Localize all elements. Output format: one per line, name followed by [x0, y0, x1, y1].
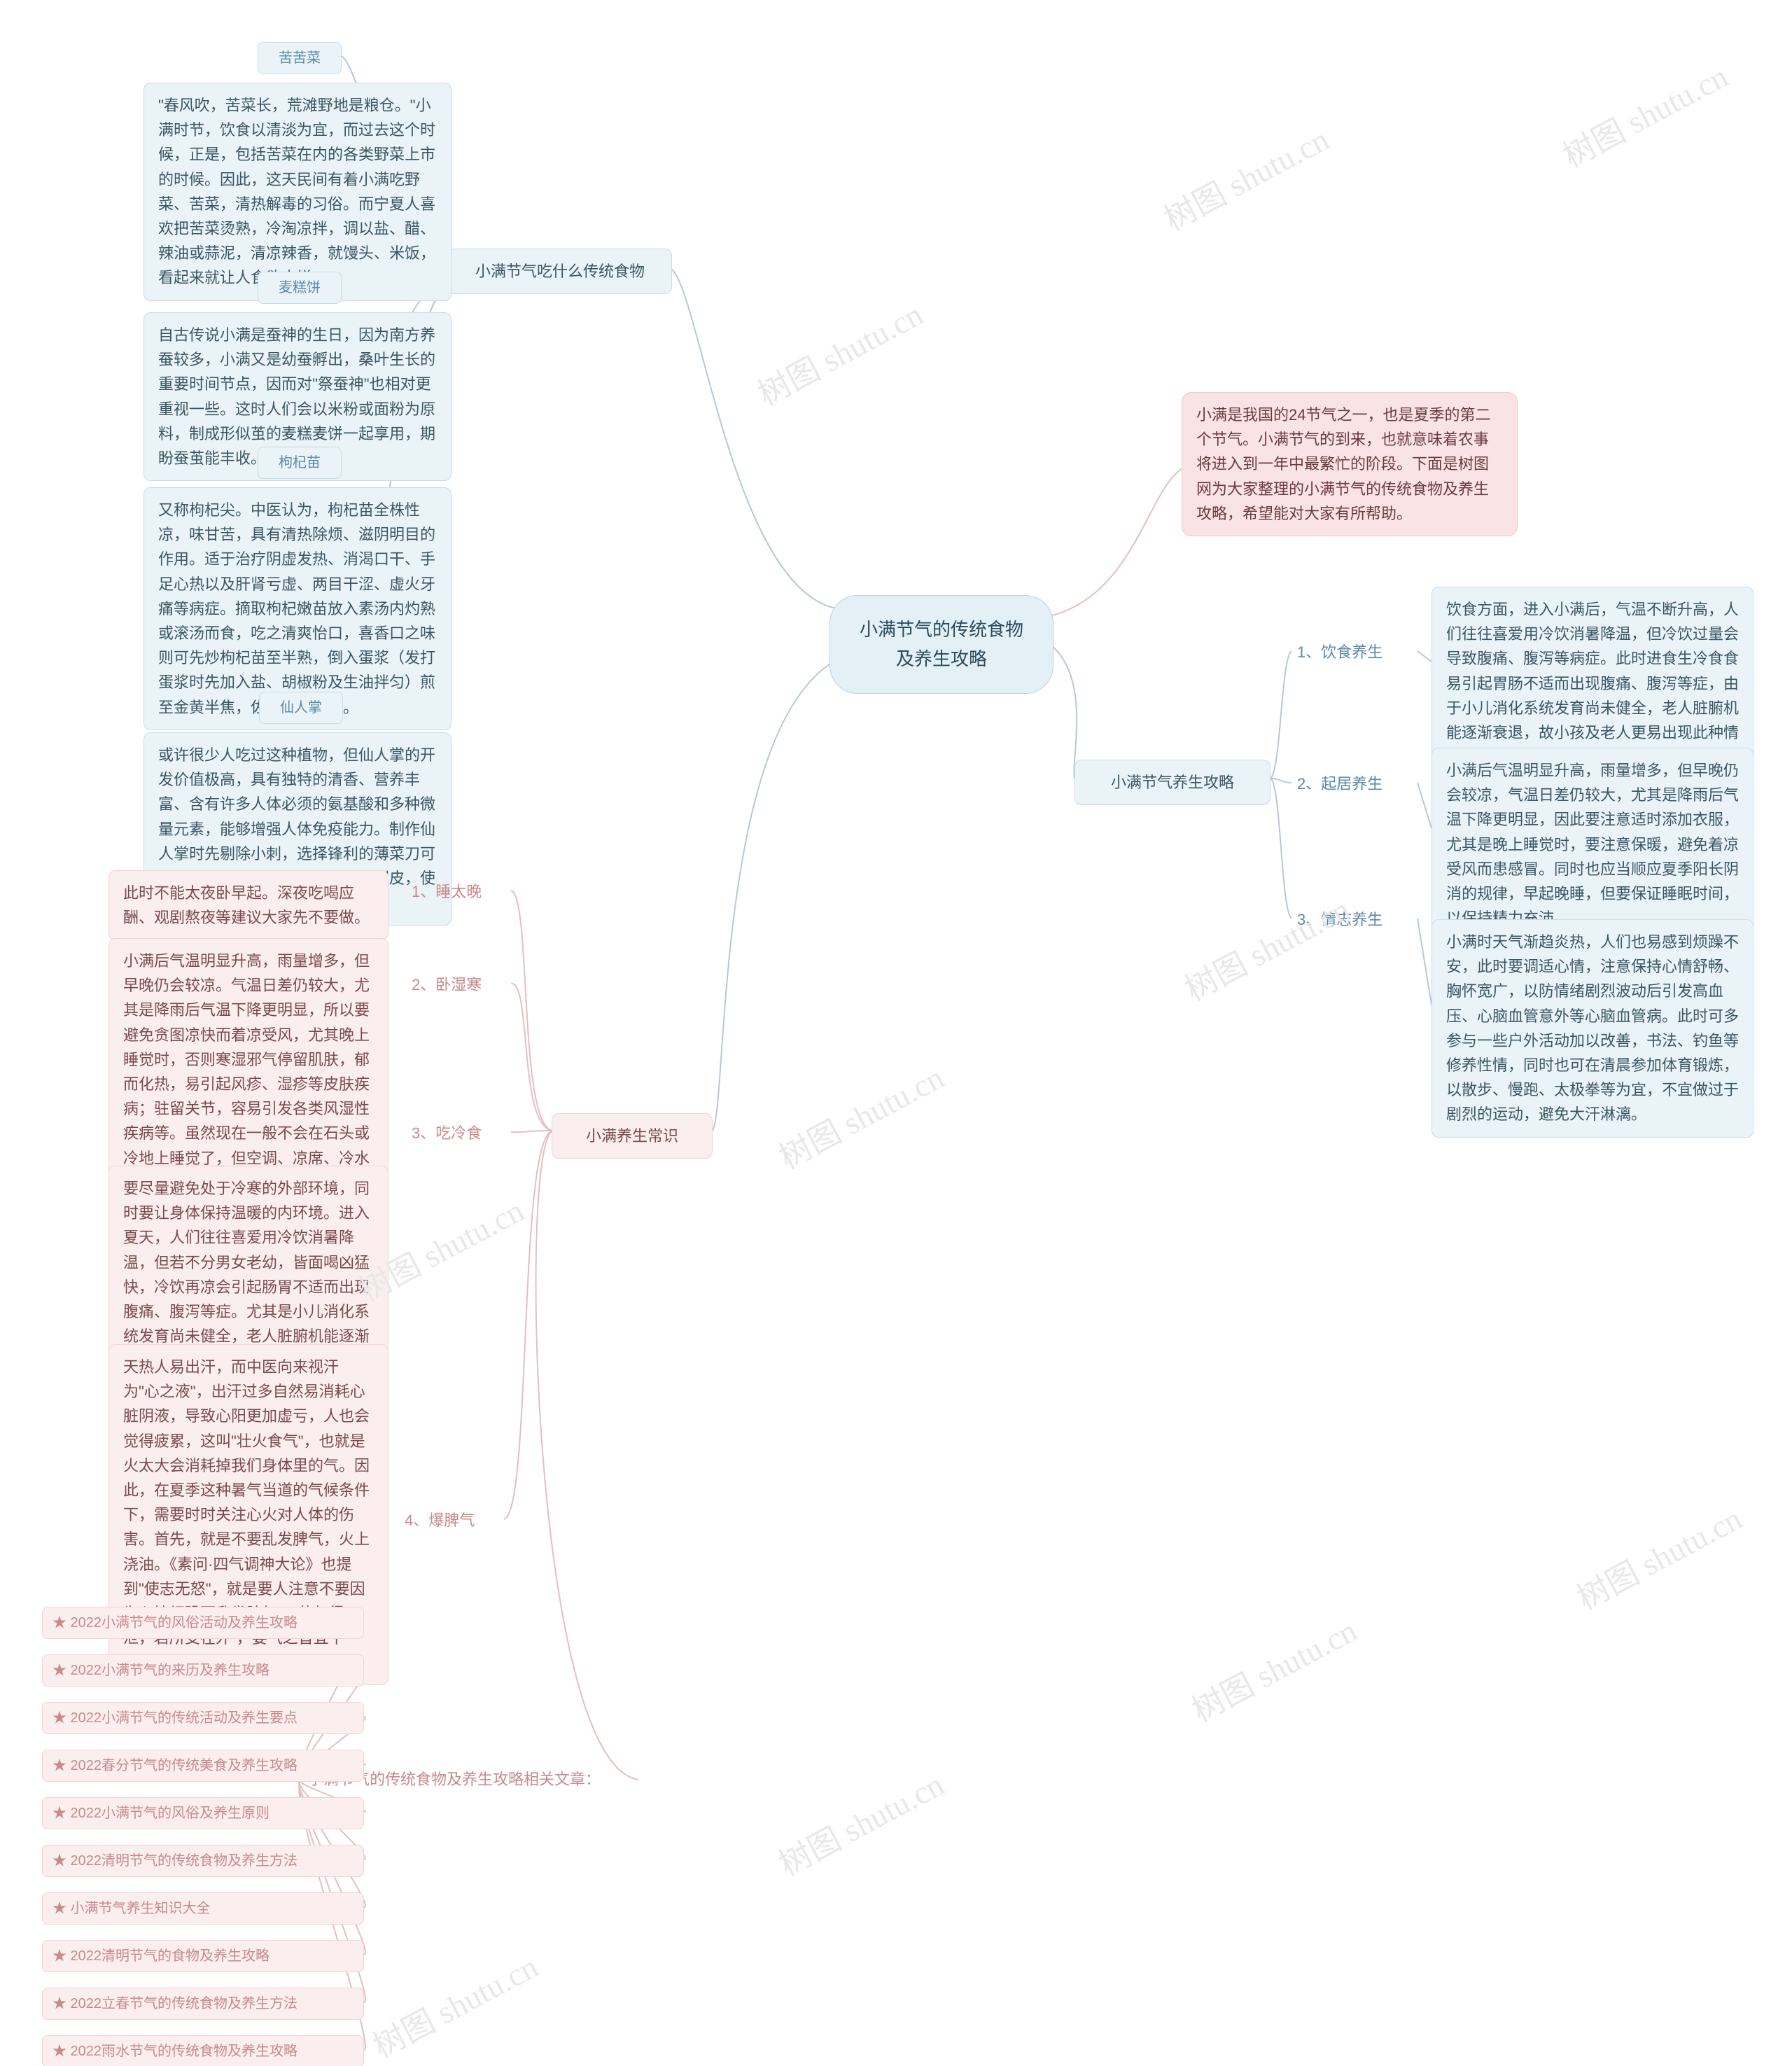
related-item[interactable]: ★ 小满节气养生知识大全: [42, 1892, 364, 1925]
watermark: 树图 shutu.cn: [1183, 1605, 1364, 1731]
related-item[interactable]: ★ 2022清明节气的传统食物及养生方法: [42, 1845, 364, 1877]
str2-label[interactable]: 2、起居养生: [1292, 769, 1388, 799]
str3-label[interactable]: 3、情志养生: [1292, 905, 1388, 935]
cs2-label[interactable]: 2、卧湿寒: [406, 970, 487, 1000]
intro-text: 小满是我国的24节气之一，也是夏季的第二个节气。小满节气的到来，也就意味着农事将…: [1196, 406, 1490, 522]
foods-title-node[interactable]: 小满节气吃什么传统食物: [448, 249, 672, 294]
related-item[interactable]: ★ 2022清明节气的食物及养生攻略: [42, 1940, 364, 1972]
related-item[interactable]: ★ 2022小满节气的传统活动及养生要点: [42, 1702, 364, 1734]
watermark: 树图 shutu.cn: [1176, 884, 1357, 1010]
watermark: 树图 shutu.cn: [770, 1759, 951, 1885]
strategy-title-node[interactable]: 小满节气养生攻略: [1074, 760, 1270, 805]
watermark: 树图 shutu.cn: [364, 1941, 545, 2066]
food-gouqi-label[interactable]: 枸杞苗: [258, 447, 342, 479]
related-item[interactable]: ★ 2022小满节气的风俗及养生原则: [42, 1797, 364, 1829]
watermark: 树图 shutu.cn: [770, 1052, 951, 1178]
food-maogao-label[interactable]: 麦糕饼: [258, 272, 342, 304]
cs1-desc: 此时不能太夜卧早起。深夜吃喝应酬、观剧熬夜等建议大家先不要做。: [108, 870, 388, 940]
related-item[interactable]: ★ 2022春分节气的传统美食及养生攻略: [42, 1750, 364, 1782]
food-kuku-label[interactable]: 苦苦菜: [258, 42, 342, 74]
related-item[interactable]: ★ 2022小满节气的来历及养生攻略: [42, 1654, 364, 1687]
center-title: 小满节气的传统食物及养生攻略: [860, 619, 1023, 669]
str2-desc: 小满后气温明显升高，雨量增多，但早晚仍会较凉，气温日差仍较大，尤其是降雨后气温下…: [1432, 748, 1754, 941]
related-item[interactable]: ★ 2022小满节气的风俗活动及养生攻略: [42, 1607, 364, 1639]
cs4-label[interactable]: 4、爆脾气: [399, 1505, 480, 1535]
watermark: 树图 shutu.cn: [1554, 51, 1735, 176]
related-item[interactable]: ★ 2022立春节气的传统食物及养生方法: [42, 1988, 364, 2020]
commonsense-title-node[interactable]: 小满养生常识: [552, 1113, 713, 1159]
watermark: 树图 shutu.cn: [1568, 1493, 1749, 1619]
center-node[interactable]: 小满节气的传统食物及养生攻略: [830, 595, 1054, 694]
related-item[interactable]: ★ 2022雨水节气的传统食物及养生攻略: [42, 2035, 364, 2066]
intro-node[interactable]: 小满是我国的24节气之一，也是夏季的第二个节气。小满节气的到来，也就意味着农事将…: [1182, 392, 1518, 536]
strategy-title: 小满节气养生攻略: [1111, 774, 1234, 791]
food-kuku-desc: "春风吹，苦菜长，荒滩野地是粮仓。"小满时节，饮食以清淡为宜，而过去这个时候，正…: [144, 83, 451, 301]
str3-desc: 小满时天气渐趋炎热，人们也易感到烦躁不安，此时要调适心情，注意保持心情舒畅、胸怀…: [1432, 919, 1754, 1138]
commonsense-title: 小满养生常识: [586, 1127, 678, 1145]
cs3-label[interactable]: 3、吃冷食: [406, 1118, 487, 1148]
mindmap-canvas: 小满节气的传统食物及养生攻略 小满是我国的24节气之一，也是夏季的第二个节气。小…: [0, 0, 1792, 2066]
str1-label[interactable]: 1、饮食养生: [1292, 637, 1388, 667]
foods-title: 小满节气吃什么传统食物: [475, 263, 645, 280]
watermark: 树图 shutu.cn: [1155, 114, 1336, 239]
cs1-label[interactable]: 1、睡太晚: [406, 877, 487, 907]
watermark: 树图 shutu.cn: [749, 289, 930, 414]
food-xianren-label[interactable]: 仙人掌: [259, 692, 343, 724]
